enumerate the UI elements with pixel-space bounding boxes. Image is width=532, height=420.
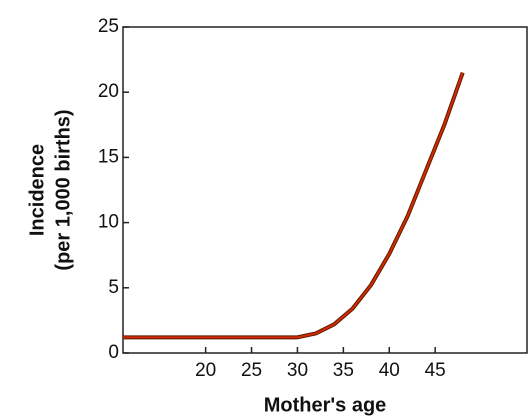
y-tick-label: 10: [98, 212, 119, 233]
y-tick-label: 25: [98, 16, 119, 37]
x-tick-label: 30: [287, 360, 308, 381]
x-axis-label: Mother's age: [264, 394, 387, 416]
y-axis-label: (per 1,000 births): [52, 109, 74, 270]
y-axis-label: Incidence: [26, 144, 48, 236]
chart: Mother's age Incidence (per 1,000 births…: [0, 0, 532, 420]
x-tick-label: 25: [241, 360, 262, 381]
x-tick-label: 45: [425, 360, 446, 381]
page: Mother's age Incidence (per 1,000 births…: [0, 0, 532, 420]
x-tick-label: 40: [379, 360, 400, 381]
y-tick-label: 15: [98, 146, 119, 167]
data-line: [123, 73, 463, 338]
y-tick-label: 0: [108, 342, 119, 363]
x-tick-label: 20: [195, 360, 216, 381]
plot-frame: [123, 27, 527, 353]
y-tick-label: 5: [108, 277, 119, 298]
y-tick-label: 20: [98, 81, 119, 102]
x-tick-label: 35: [333, 360, 354, 381]
